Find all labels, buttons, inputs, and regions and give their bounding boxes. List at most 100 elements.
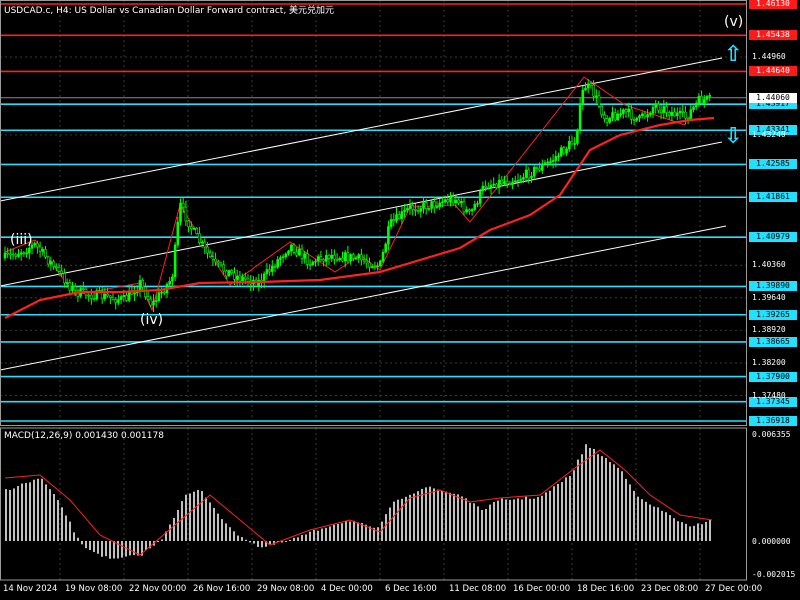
macd-histogram-bar bbox=[417, 491, 419, 541]
macd-histogram-bar bbox=[53, 494, 55, 541]
macd-histogram-bar bbox=[5, 489, 7, 541]
macd-histogram-bar bbox=[25, 482, 27, 541]
macd-histogram-bar bbox=[505, 499, 507, 541]
time-axis-label: 6 Dec 16:00 bbox=[385, 584, 437, 594]
trend-channel[interactable] bbox=[0, 57, 727, 371]
candle-body bbox=[311, 261, 315, 266]
macd-histogram-bar bbox=[9, 490, 11, 541]
candle-body bbox=[73, 286, 77, 291]
macd-histogram-bar bbox=[101, 541, 103, 557]
macd-histogram-bar bbox=[69, 521, 71, 541]
candle-body bbox=[508, 183, 512, 185]
macd-histogram-bar bbox=[217, 513, 219, 541]
candle-body bbox=[424, 202, 428, 210]
time-axis-label: 23 Dec 08:00 bbox=[641, 584, 699, 594]
candle-body bbox=[640, 113, 644, 116]
candle-body bbox=[492, 183, 496, 186]
candle-body bbox=[692, 106, 695, 110]
macd-histogram-bar bbox=[189, 493, 191, 541]
candle-body bbox=[643, 113, 647, 117]
macd-histogram-bar bbox=[201, 491, 203, 541]
candle-body bbox=[17, 253, 20, 257]
candle-body bbox=[414, 209, 417, 211]
candle-body bbox=[376, 265, 379, 267]
candle-body bbox=[57, 267, 61, 272]
horizontal-levels[interactable] bbox=[0, 3, 746, 422]
candle-body bbox=[149, 298, 153, 306]
candle-body bbox=[646, 114, 649, 117]
macd-histogram-bar bbox=[205, 497, 207, 541]
candle-body bbox=[524, 169, 528, 178]
macd-histogram-bar bbox=[481, 510, 483, 541]
price-tick-label: 1.44960 bbox=[752, 51, 786, 61]
candle-body bbox=[362, 259, 366, 262]
time-axis-label: 27 Dec 00:00 bbox=[705, 584, 763, 594]
candle-body bbox=[600, 105, 604, 116]
candle-body bbox=[511, 181, 514, 185]
candle-body bbox=[576, 129, 579, 144]
candle-body bbox=[284, 253, 288, 258]
macd-histogram-bar bbox=[637, 496, 639, 541]
candle-body bbox=[700, 96, 703, 104]
macd-histogram-bar bbox=[657, 507, 659, 541]
price-tick-label: 1.40360 bbox=[752, 260, 786, 270]
candle-body bbox=[427, 208, 431, 210]
candle-body bbox=[438, 202, 442, 207]
candle-body bbox=[106, 293, 109, 297]
macd-histogram-bar bbox=[145, 541, 147, 551]
macd-histogram-bar bbox=[81, 541, 83, 545]
candle-body bbox=[346, 252, 350, 262]
moving-average bbox=[4, 116, 715, 319]
candle-body bbox=[322, 259, 325, 262]
macd-histogram-bar bbox=[245, 539, 247, 541]
candle-body bbox=[365, 260, 369, 264]
candle-body bbox=[200, 241, 204, 244]
wave-label-iii: (iii) bbox=[10, 232, 33, 248]
candle-body bbox=[268, 269, 271, 272]
candle-body bbox=[230, 270, 234, 274]
candle-body bbox=[335, 258, 339, 261]
macd-histogram-bar bbox=[65, 515, 67, 541]
macd-histogram-bar bbox=[385, 514, 387, 541]
candle-body bbox=[489, 184, 493, 189]
candle-body bbox=[597, 95, 601, 107]
candle-body bbox=[500, 179, 504, 185]
candle-body bbox=[532, 167, 536, 177]
candle-body bbox=[357, 254, 361, 259]
level-price-label: 1.37345 bbox=[749, 396, 797, 407]
candle-body bbox=[33, 243, 37, 246]
candle-body bbox=[71, 286, 74, 291]
macd-histogram-bar bbox=[293, 537, 295, 541]
macd-histogram-bar bbox=[333, 524, 335, 541]
candle-body bbox=[349, 254, 352, 262]
macd-histogram-bar bbox=[633, 490, 635, 541]
channel-upper-line bbox=[0, 57, 723, 202]
macd-panel-border bbox=[0, 427, 747, 581]
candle-body bbox=[373, 266, 377, 268]
candle-body bbox=[198, 233, 201, 243]
up-arrow-icon: ⇧ bbox=[724, 42, 743, 67]
macd-histogram-bar bbox=[117, 541, 119, 559]
macd-histogram-bar bbox=[169, 524, 171, 541]
down-arrow-icon: ⇩ bbox=[724, 124, 743, 149]
macd-scale-zero: 0.000000 bbox=[752, 537, 791, 546]
macd-scale-bottom: -0.002015 bbox=[752, 570, 796, 579]
macd-histogram-bar bbox=[33, 479, 35, 541]
candle-body bbox=[270, 265, 274, 272]
candle-body bbox=[127, 291, 131, 301]
chart-title: USDCAD.c, H4: US Dollar vs Canadian Doll… bbox=[4, 6, 335, 16]
macd-histogram-bar bbox=[325, 527, 327, 541]
candle-body bbox=[338, 258, 342, 261]
macd-histogram-bar bbox=[613, 464, 615, 541]
macd-histogram-bar bbox=[485, 508, 487, 541]
candle-body bbox=[675, 112, 679, 117]
candle-body bbox=[176, 221, 180, 246]
candle-body bbox=[605, 118, 609, 123]
candle-body bbox=[435, 206, 439, 208]
candle-body bbox=[208, 252, 212, 258]
candle-body bbox=[621, 109, 625, 115]
candle-body bbox=[6, 252, 9, 255]
macd-histogram-bar bbox=[261, 541, 263, 548]
macd-histogram-bar bbox=[501, 498, 503, 541]
